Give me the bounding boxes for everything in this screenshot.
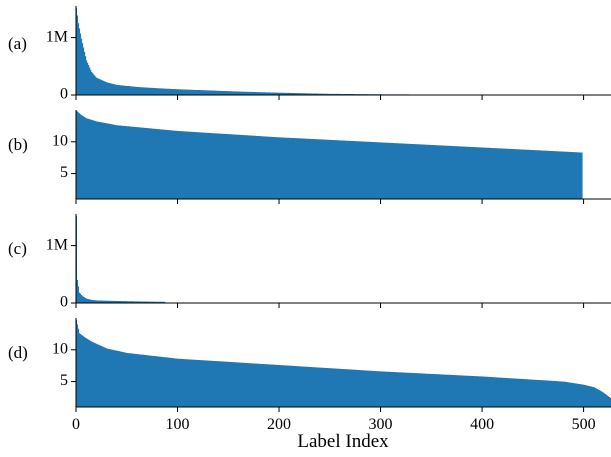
panel-d-yticks: 10 5 <box>52 340 76 389</box>
x-tick-label: 200 <box>267 416 291 433</box>
panel-a: (a) 1M 0 <box>8 6 611 103</box>
x-tick-label: 300 <box>369 416 393 433</box>
panel-d: (d) 10 5 <box>8 318 611 412</box>
panel-c-yticks: 1M 0 <box>46 236 76 311</box>
panel-d-bars <box>76 319 611 407</box>
panel-b-xticks <box>75 199 585 204</box>
panel-a-bar-series <box>76 7 465 95</box>
panel-c-label: (c) <box>8 239 27 258</box>
panel-d-xticks <box>75 407 585 412</box>
panel-b-yticks: 10 5 <box>52 132 76 181</box>
panel-d-ytick-label: 10 <box>52 340 68 357</box>
panel-a-bars <box>76 7 465 95</box>
panel-c-ytick-label: 1M <box>46 236 68 253</box>
panel-b-ytick-label: 5 <box>60 164 68 181</box>
panel-b-bars <box>76 110 583 199</box>
panel-c-xticks <box>75 303 585 308</box>
panel-c-ytick-label: 0 <box>60 294 68 311</box>
panel-a-yticks: 1M 0 <box>46 28 76 103</box>
panel-c: (c) 1M 0 <box>8 214 611 311</box>
x-tick-label: 100 <box>166 416 190 433</box>
x-tick-label: 0 <box>72 416 80 433</box>
x-tick-label: 400 <box>470 416 494 433</box>
panel-a-label: (a) <box>8 34 27 53</box>
panel-c-bar-series <box>76 215 166 303</box>
x-axis-title: Label Index <box>297 431 389 452</box>
panel-d-bar-series <box>76 319 611 407</box>
panel-d-ytick-label: 5 <box>60 372 68 389</box>
panel-b-label: (b) <box>8 135 28 154</box>
panel-c-bars <box>76 215 166 303</box>
panel-a-ytick-label: 1M <box>46 28 68 45</box>
panel-b-bar-series <box>76 110 583 199</box>
panel-a-ytick-label: 0 <box>60 86 68 103</box>
x-tick-label: 500 <box>572 416 596 433</box>
panel-d-label: (d) <box>8 343 28 362</box>
x-tick-labels: 0 100 200 300 400 500 <box>72 416 596 433</box>
panel-b-ytick-label: 10 <box>52 132 68 149</box>
panel-a-xticks <box>75 95 585 100</box>
panel-b: (b) 10 5 <box>8 110 611 204</box>
